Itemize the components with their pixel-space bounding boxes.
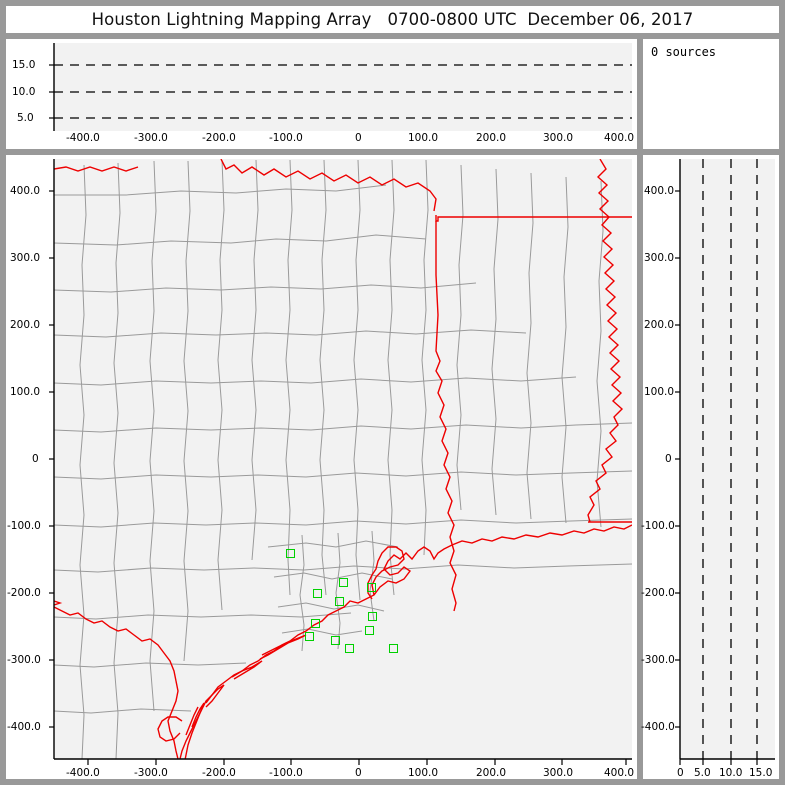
lma-station-marker[interactable] — [365, 626, 374, 635]
status-sources-label: 0 sources — [651, 45, 717, 59]
map-xtick--300: -300.0 — [134, 767, 168, 779]
lma-station-marker[interactable] — [389, 644, 398, 653]
county-lines — [54, 159, 632, 759]
map-ytick--200: -200.0 — [7, 587, 41, 599]
top-ytick-10: 10.0 — [12, 86, 36, 98]
top-xtick--100: -100.0 — [269, 132, 303, 144]
lma-station-marker[interactable] — [367, 583, 376, 592]
lma-station-marker[interactable] — [345, 644, 354, 653]
right-xtick-5: 5.0 — [694, 767, 711, 779]
top-ytick-5: 5.0 — [17, 112, 34, 124]
map-xtick-200: 200.0 — [476, 767, 507, 779]
top-xtick-100: 100.0 — [408, 132, 439, 144]
map-ytick-200: 200.0 — [10, 319, 41, 331]
plan-view-map-plot[interactable] — [6, 155, 637, 779]
altitude-vs-east-panel[interactable]: 15.0 10.0 5.0 0 — [6, 39, 637, 149]
map-ytick-0: 0 — [32, 453, 39, 465]
lma-station-marker[interactable] — [339, 578, 348, 587]
map-xtick--200: -200.0 — [202, 767, 236, 779]
map-ytick-100: 100.0 — [10, 386, 41, 398]
map-ytick--100: -100.0 — [7, 520, 41, 532]
lma-station-marker[interactable] — [335, 597, 344, 606]
right-xtick-15: 15.0 — [749, 767, 773, 779]
right-ytick--100: -100.0 — [641, 520, 675, 532]
top-xtick-200: 200.0 — [476, 132, 507, 144]
source-count-panel: 0 sources — [643, 39, 779, 149]
top-xtick--400: -400.0 — [66, 132, 100, 144]
right-ytick--400: -400.0 — [641, 721, 675, 733]
lma-station-marker[interactable] — [331, 636, 340, 645]
map-ytick--400: -400.0 — [7, 721, 41, 733]
right-ytick--300: -300.0 — [641, 654, 675, 666]
map-xtick-0: 0 — [355, 767, 362, 779]
lma-station-marker[interactable] — [311, 619, 320, 628]
top-xtick--300: -300.0 — [134, 132, 168, 144]
map-xtick-400: 400.0 — [604, 767, 635, 779]
right-ytick--200: -200.0 — [641, 587, 675, 599]
map-xtick-100: 100.0 — [408, 767, 439, 779]
top-panel-xaxis-labels: -400.0 -300.0 -200.0 -100.0 0 100.0 200.… — [6, 131, 637, 149]
lma-station-marker[interactable] — [313, 589, 322, 598]
state-borders — [54, 159, 632, 759]
plan-view-map-panel[interactable]: 400.0 300.0 200.0 100.0 0 -100.0 -200.0 … — [6, 155, 637, 779]
altitude-vs-north-plot[interactable] — [643, 155, 779, 779]
right-ytick-0: 0 — [665, 453, 672, 465]
map-ytick-400: 400.0 — [10, 185, 41, 197]
map-ytick--300: -300.0 — [7, 654, 41, 666]
altitude-vs-east-plot[interactable] — [6, 39, 637, 149]
map-xtick--400: -400.0 — [66, 767, 100, 779]
right-ytick-100: 100.0 — [644, 386, 675, 398]
right-ytick-300: 300.0 — [644, 252, 675, 264]
lma-station-marker[interactable] — [368, 612, 377, 621]
lma-station-marker[interactable] — [305, 632, 314, 641]
right-ytick-400: 400.0 — [644, 185, 675, 197]
map-xtick-300: 300.0 — [543, 767, 574, 779]
map-xtick--100: -100.0 — [269, 767, 303, 779]
altitude-vs-north-panel[interactable]: 400.0 300.0 200.0 100.0 0 -100.0 -200.0 … — [641, 155, 779, 779]
top-xtick-400: 400.0 — [604, 132, 635, 144]
right-xtick-10: 10.0 — [719, 767, 743, 779]
top-xtick-300: 300.0 — [543, 132, 574, 144]
map-ytick-300: 300.0 — [10, 252, 41, 264]
page-title: Houston Lightning Mapping Array 0700-080… — [91, 10, 694, 29]
top-xtick-0: 0 — [355, 132, 362, 144]
lma-station-marker[interactable] — [286, 549, 295, 558]
title-bar: Houston Lightning Mapping Array 0700-080… — [6, 6, 779, 33]
top-ytick-15: 15.0 — [12, 59, 36, 71]
top-xtick--200: -200.0 — [202, 132, 236, 144]
right-xtick-0: 0 — [677, 767, 684, 779]
right-ytick-200: 200.0 — [644, 319, 675, 331]
